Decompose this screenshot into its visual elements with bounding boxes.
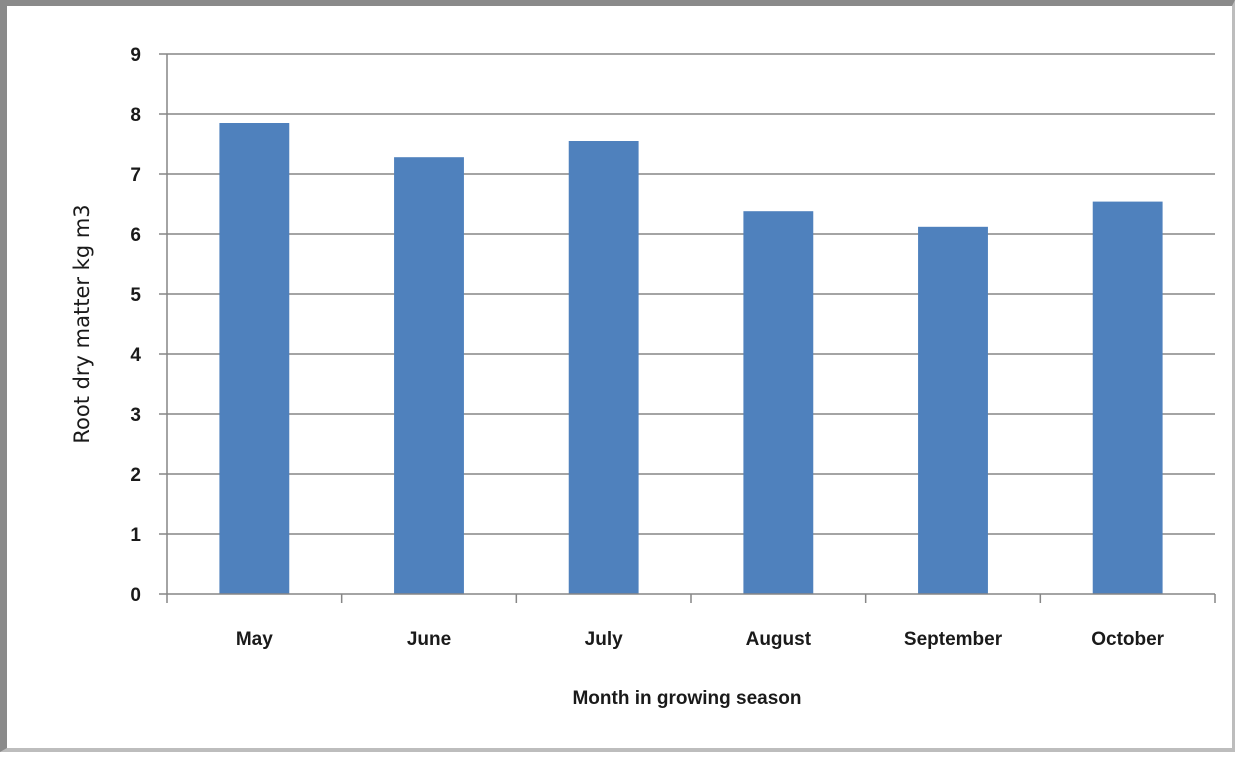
x-tick-labels: May June July August September October	[166, 594, 1216, 650]
y-tick-label: 5	[130, 285, 141, 306]
x-tick-label-june: June	[407, 629, 451, 650]
y-tick-label: 6	[130, 225, 141, 246]
bar-chart: 0 1 2 3 4 5 6 7 8 9 May June July August September Oct…	[70, 45, 1216, 709]
x-tick-label-may: May	[236, 629, 273, 650]
bar-may	[219, 123, 290, 594]
bars	[219, 123, 1163, 595]
bar-july	[568, 141, 639, 594]
y-tick-label: 1	[130, 525, 141, 546]
y-tick-label: 4	[130, 345, 141, 366]
y-tick-label: 2	[130, 465, 141, 486]
y-tick-label: 8	[130, 105, 141, 126]
y-tick-label: 0	[130, 585, 141, 606]
x-axis-title: Month in growing season	[572, 688, 801, 709]
y-tick-label: 7	[130, 165, 141, 186]
y-tick-labels: 0 1 2 3 4 5 6 7 8 9	[130, 45, 167, 606]
bar-june	[394, 157, 464, 594]
y-tick-label: 9	[130, 45, 141, 66]
bar-september	[918, 226, 988, 595]
x-tick-label-july: July	[585, 629, 623, 650]
x-tick-label-august: August	[746, 629, 812, 650]
y-tick-label: 3	[130, 405, 141, 426]
axes	[166, 54, 1215, 595]
y-axis-title: Root dry matter kg m3	[70, 204, 94, 443]
x-tick-label-september: September	[904, 629, 1003, 650]
gridlines	[167, 53, 1215, 535]
x-tick-label-october: October	[1091, 629, 1164, 650]
bar-august	[743, 211, 814, 594]
bar-october	[1092, 201, 1163, 594]
